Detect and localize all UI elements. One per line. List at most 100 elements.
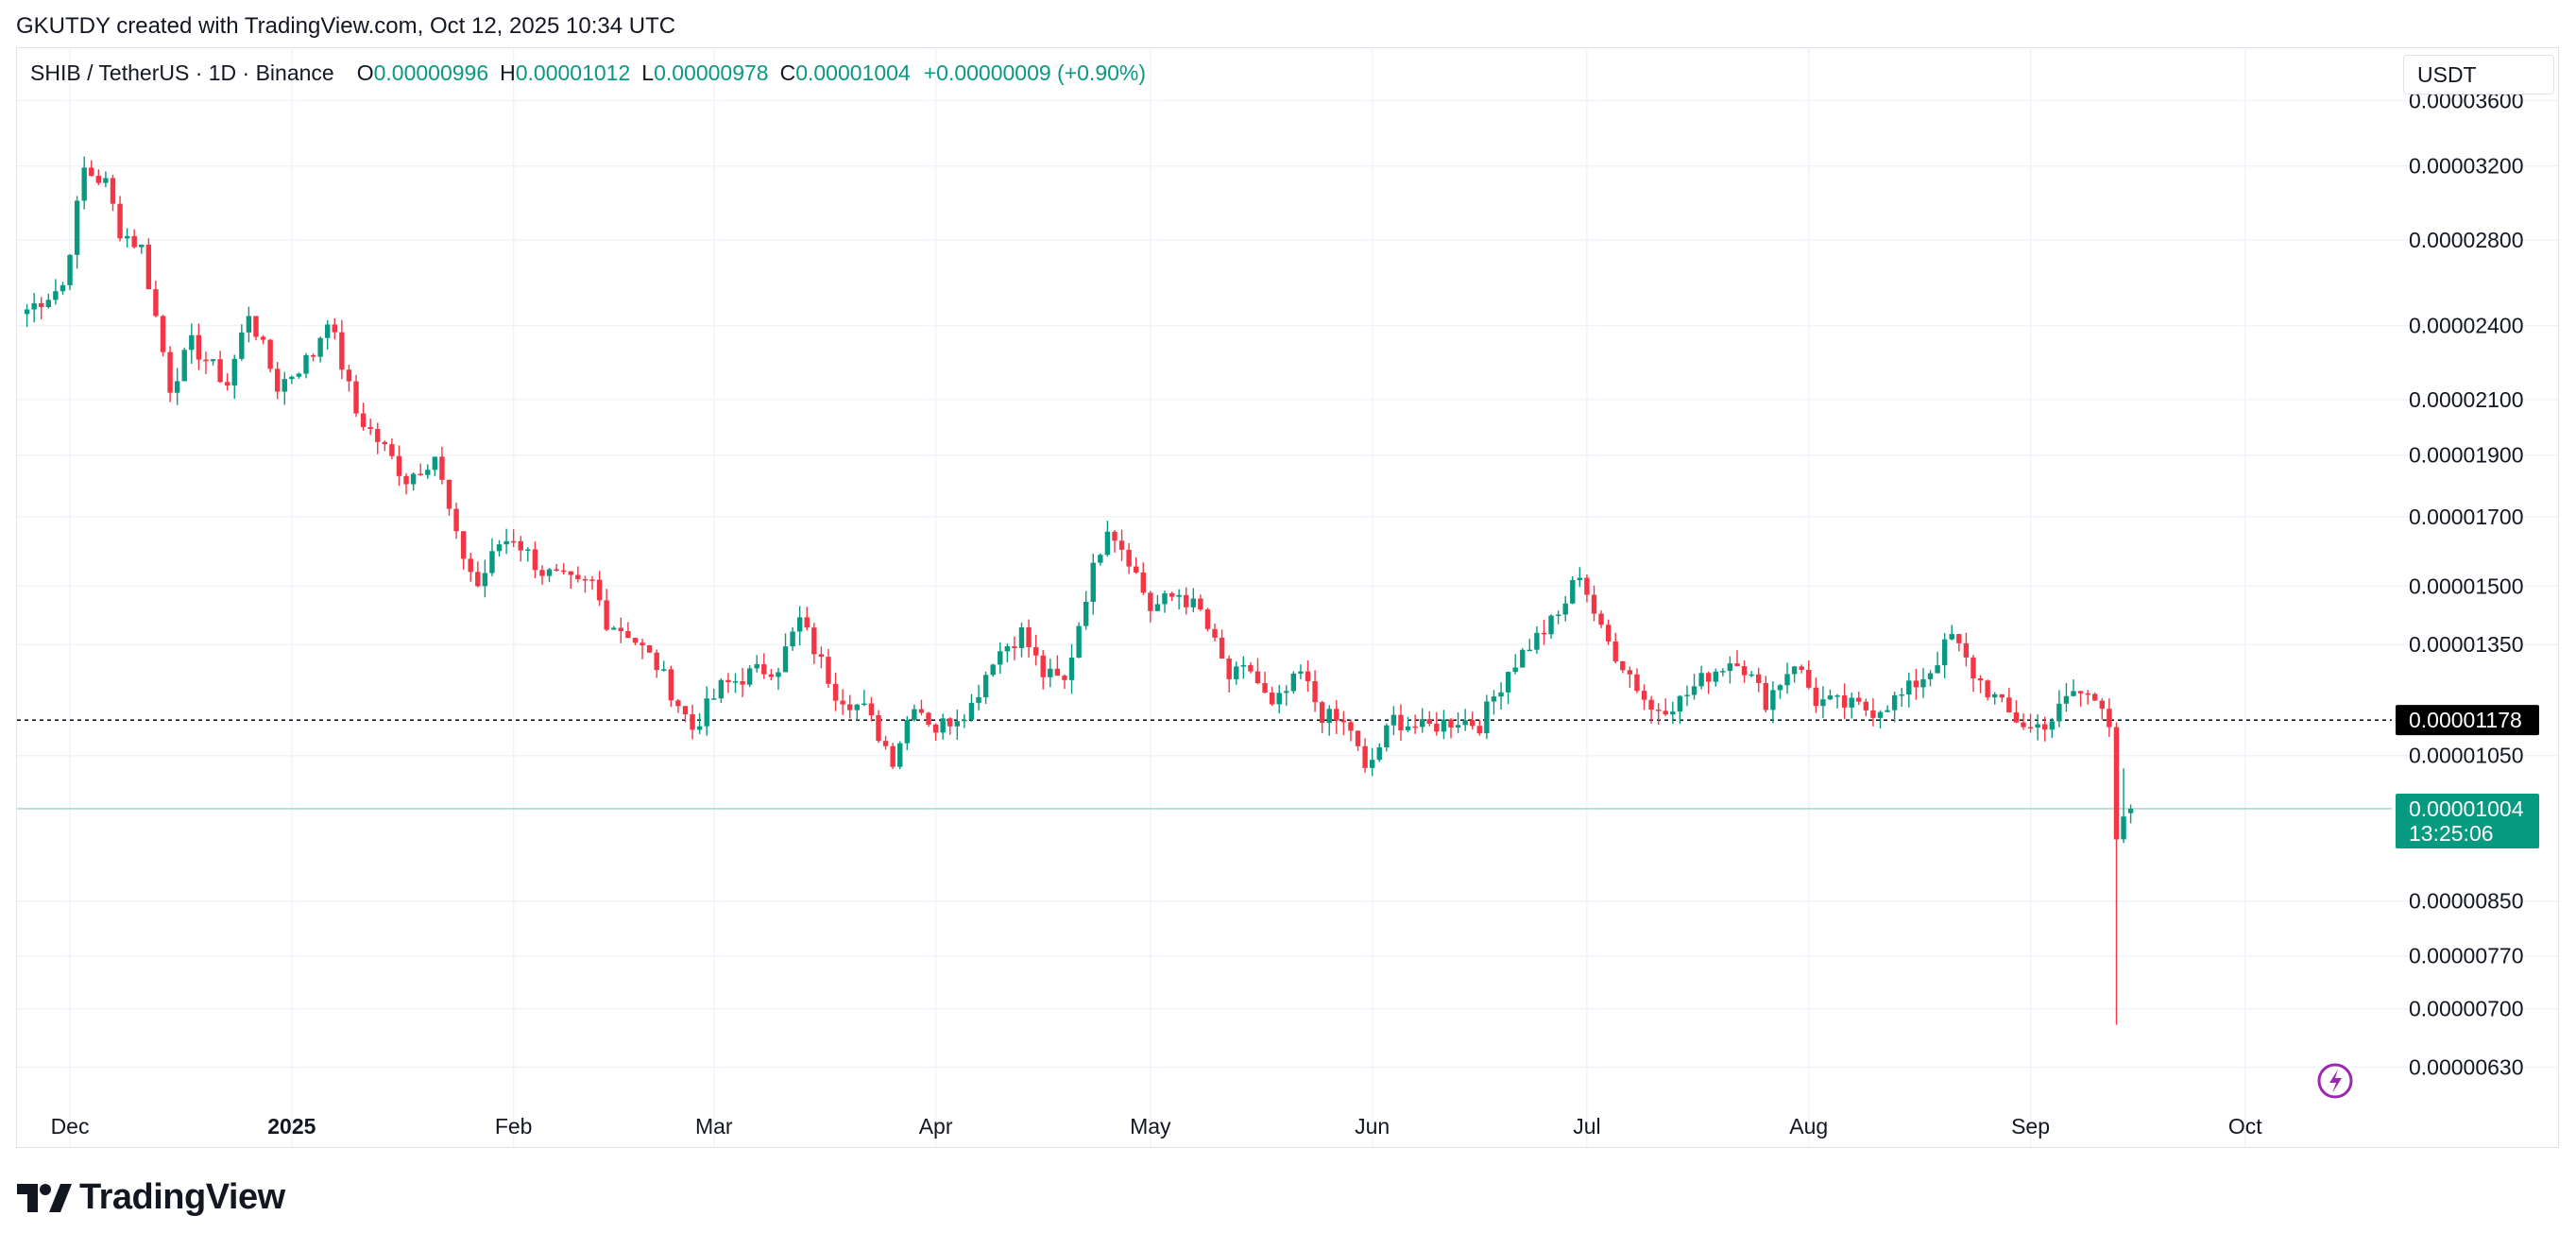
candle-down — [868, 703, 875, 716]
candle-up — [968, 702, 975, 720]
candle-down — [1434, 723, 1440, 732]
candle-down — [675, 700, 681, 707]
candle-down — [1448, 719, 1454, 728]
candle-down — [1663, 711, 1668, 715]
candle-down — [468, 558, 473, 573]
time-tick-label: Feb — [495, 1114, 533, 1139]
candle-down — [275, 368, 281, 392]
candle-down — [1040, 655, 1046, 677]
candle-up — [1935, 665, 1940, 674]
high-value: 0.00001012 — [515, 60, 631, 85]
time-tick-label: Apr — [919, 1114, 953, 1139]
low-value: 0.00000978 — [654, 60, 769, 85]
candle-down — [582, 578, 589, 581]
currency-button[interactable]: USDT — [2403, 55, 2554, 94]
candle-down — [1198, 598, 1203, 610]
candle-down — [1605, 625, 1612, 642]
candle-down — [375, 429, 381, 442]
candle-up — [746, 668, 753, 685]
flash-icon[interactable] — [2317, 1063, 2353, 1099]
candle-down — [446, 479, 452, 509]
price-tick-label: 0.00002800 — [2409, 228, 2524, 252]
candle-up — [1849, 697, 1854, 708]
candle-up — [546, 569, 553, 576]
candle-up — [1577, 577, 1583, 580]
candle-down — [1212, 628, 1218, 638]
candle-up — [1498, 692, 1504, 697]
candle-up — [410, 473, 417, 485]
candle-up — [246, 316, 252, 333]
candle-down — [1026, 627, 1032, 647]
candle-up — [711, 698, 717, 700]
price-tick-label: 0.00003200 — [2409, 154, 2524, 179]
candle-up — [1670, 711, 1676, 715]
candle-down — [2027, 727, 2034, 729]
candle-down — [1612, 641, 1618, 661]
candle-up — [1491, 696, 1497, 702]
candle-up — [1176, 594, 1182, 597]
candle-down — [761, 664, 767, 675]
candle-up — [1562, 603, 1568, 615]
tradingview-logo-text: TradingView — [79, 1177, 285, 1217]
candle-down — [353, 381, 359, 414]
candle-down — [117, 203, 123, 239]
candle-up — [1920, 678, 1926, 688]
candle-up — [189, 334, 195, 351]
candle-up — [1390, 714, 1397, 726]
candle-up — [1083, 601, 1089, 626]
candle-up — [1684, 694, 1690, 696]
candle-down — [1584, 577, 1590, 595]
candle-up — [1512, 667, 1518, 673]
ohlc-legend: SHIB / TetherUS · 1D · Binance O 0.000009… — [30, 60, 1146, 86]
chart-grid — [17, 49, 2558, 1147]
candle-down — [1062, 676, 1067, 680]
candle-down — [367, 427, 373, 430]
candle-down — [382, 441, 388, 445]
reference-price-label: 0.00001178 — [2409, 708, 2522, 732]
candle-down — [224, 382, 230, 385]
time-tick-label: Dec — [51, 1114, 90, 1139]
candle-up — [81, 167, 87, 201]
candle-up — [1548, 615, 1554, 635]
candle-down — [1620, 660, 1626, 671]
candle-down — [1741, 666, 1748, 676]
candle-down — [625, 630, 631, 639]
price-tick-label: 0.00000850 — [2409, 889, 2524, 914]
candle-down — [475, 572, 481, 587]
candle-up — [1677, 695, 1683, 712]
candle-up — [1420, 719, 1425, 728]
symbol-title[interactable]: SHIB / TetherUS · 1D · Binance — [30, 60, 334, 85]
candle-up — [1090, 562, 1096, 602]
candle-down — [1262, 683, 1268, 693]
candle-down — [1970, 657, 1976, 679]
candle-down — [690, 714, 695, 730]
candle-up — [31, 302, 37, 310]
candle-up — [1154, 604, 1161, 611]
candle-down — [1319, 702, 1325, 723]
candle-down — [668, 669, 674, 701]
candle-down — [882, 741, 889, 746]
candle-down — [1634, 674, 1640, 692]
candle-up — [2063, 695, 2070, 704]
candle-up — [1949, 634, 1954, 640]
candle-up — [796, 617, 803, 632]
candle-down — [1648, 699, 1654, 711]
candle-up — [1570, 579, 1576, 604]
candle-down — [811, 627, 817, 655]
candle-up — [303, 354, 309, 374]
candle-down — [568, 571, 573, 575]
candle-down — [453, 508, 459, 532]
candle-down — [1541, 632, 1547, 635]
candle-down — [1856, 697, 1862, 702]
candle-down — [1956, 634, 1962, 643]
candle-down — [1426, 719, 1432, 724]
candle-down — [396, 455, 402, 476]
candle-down — [1756, 674, 1762, 683]
time-tick-label: Jul — [1573, 1114, 1600, 1139]
candle-up — [124, 235, 130, 239]
candle-up — [1698, 673, 1704, 687]
tradingview-logo[interactable]: TradingView — [17, 1177, 285, 1218]
candle-down — [2006, 697, 2012, 712]
candle-down — [160, 316, 166, 352]
